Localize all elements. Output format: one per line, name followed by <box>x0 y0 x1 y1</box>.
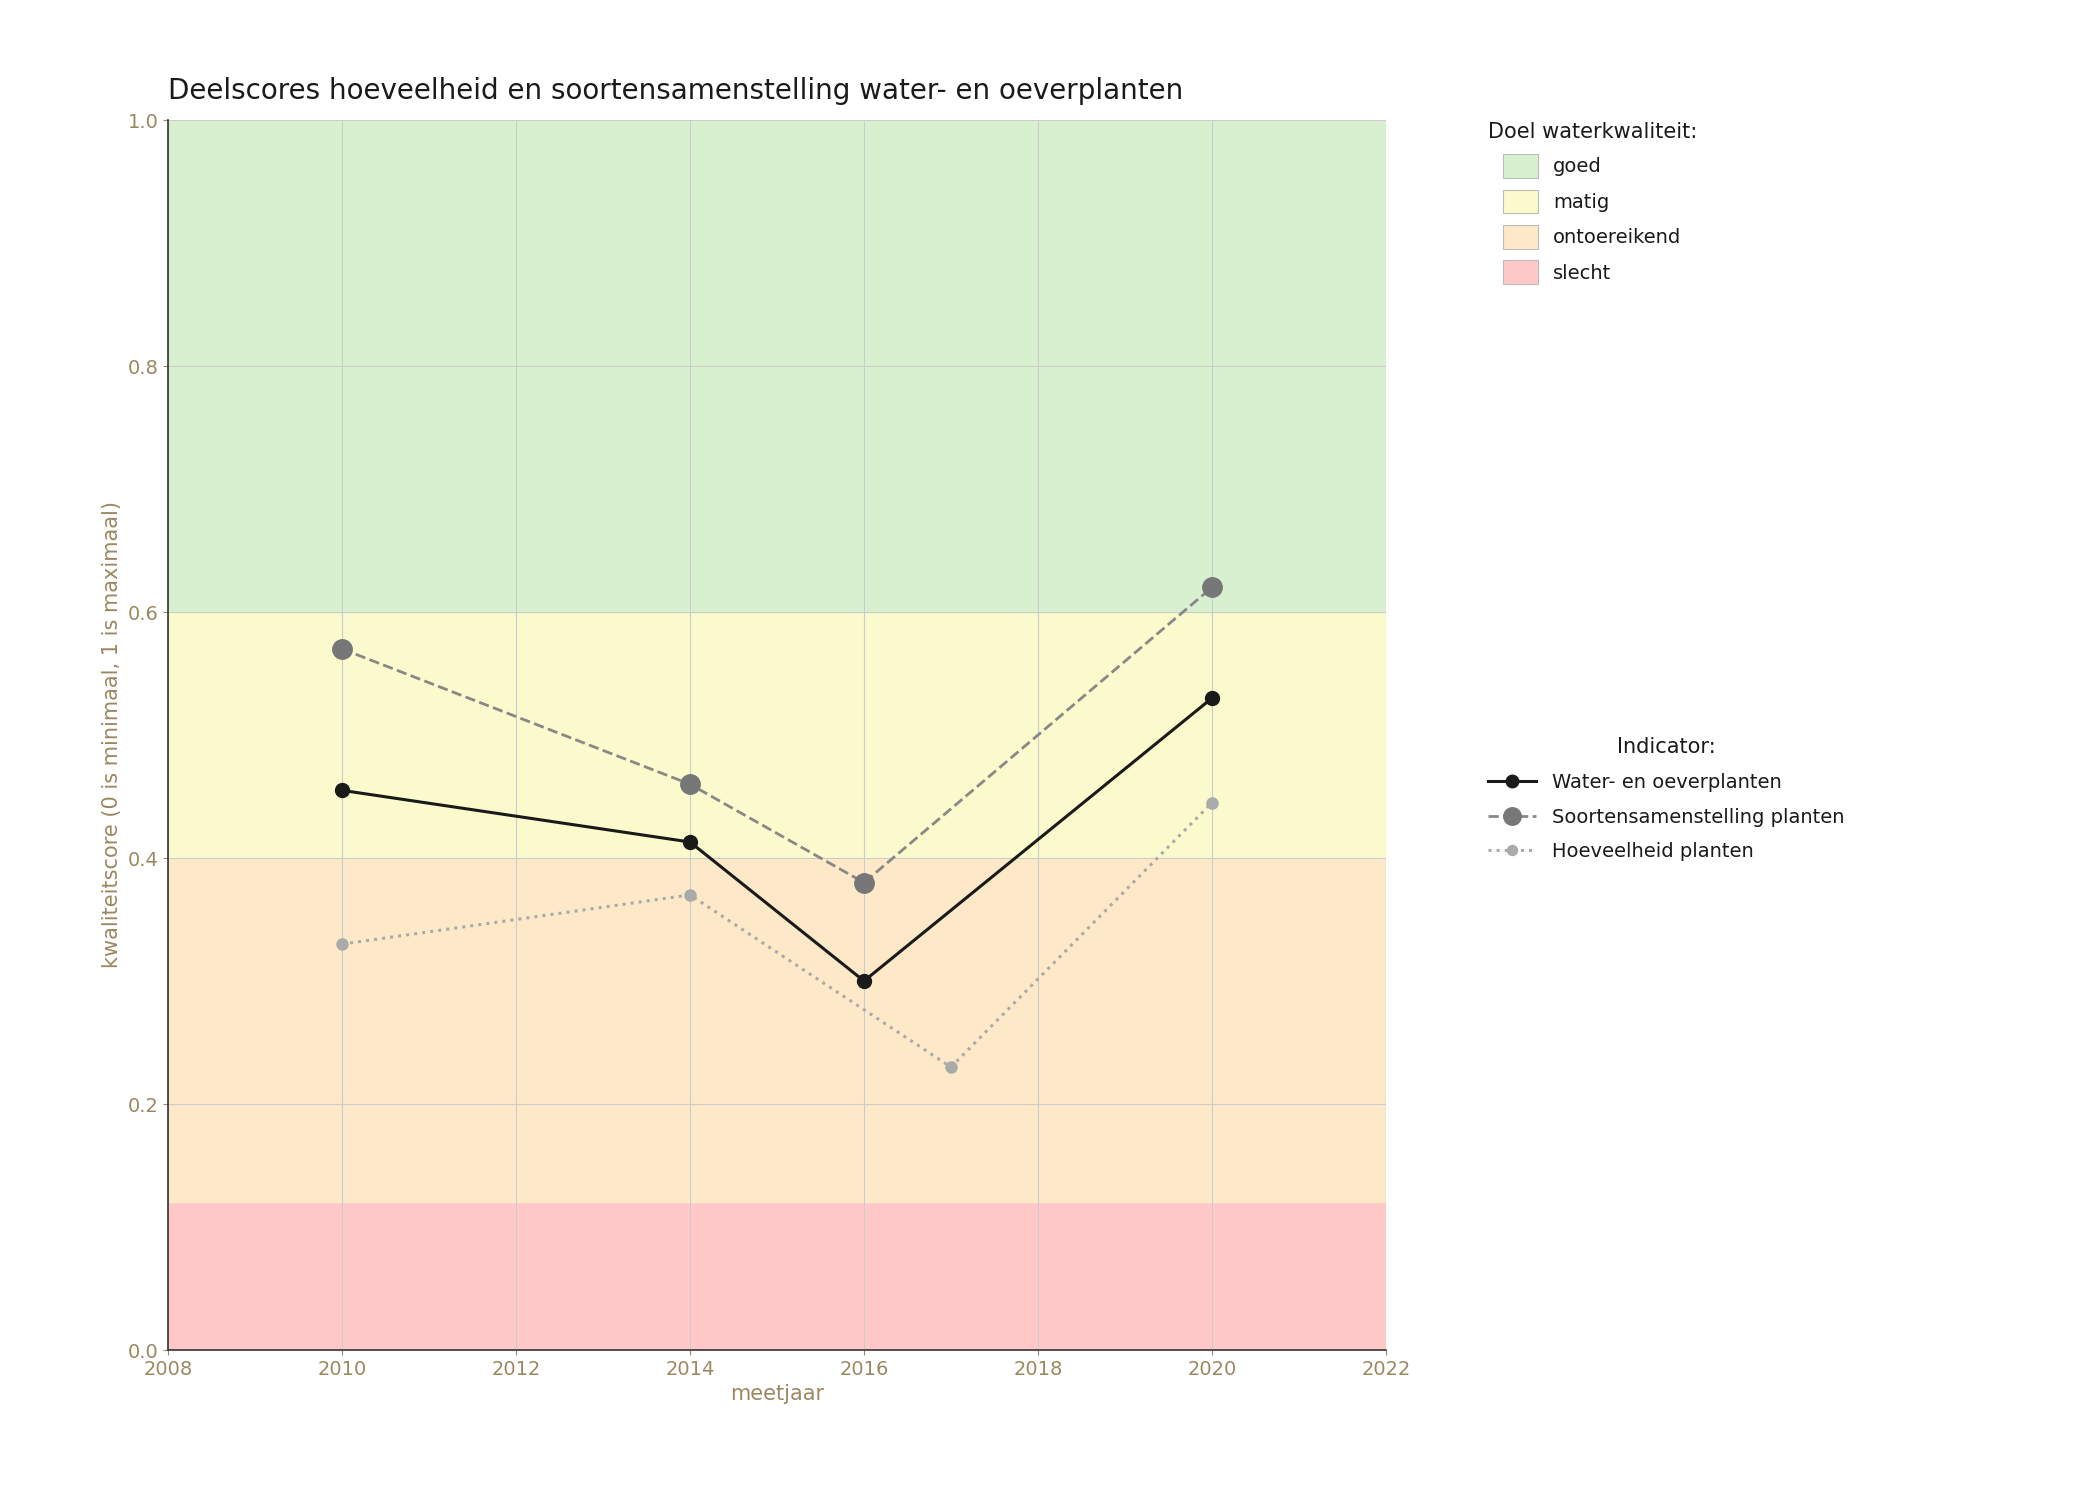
Legend: Water- en oeverplanten, Soortensamenstelling planten, Hoeveelheid planten: Water- en oeverplanten, Soortensamenstel… <box>1480 729 1852 868</box>
Bar <box>168 858 1386 1203</box>
X-axis label: meetjaar: meetjaar <box>731 1384 823 1404</box>
Bar <box>168 612 1386 858</box>
Bar <box>168 1203 1386 1350</box>
Text: Deelscores hoeveelheid en soortensamenstelling water- en oeverplanten: Deelscores hoeveelheid en soortensamenst… <box>168 76 1182 105</box>
Bar <box>168 120 1386 612</box>
Y-axis label: kwaliteitscore (0 is minimaal, 1 is maximaal): kwaliteitscore (0 is minimaal, 1 is maxi… <box>101 501 122 969</box>
Legend: goed, matig, ontoereikend, slecht: goed, matig, ontoereikend, slecht <box>1480 114 1705 292</box>
